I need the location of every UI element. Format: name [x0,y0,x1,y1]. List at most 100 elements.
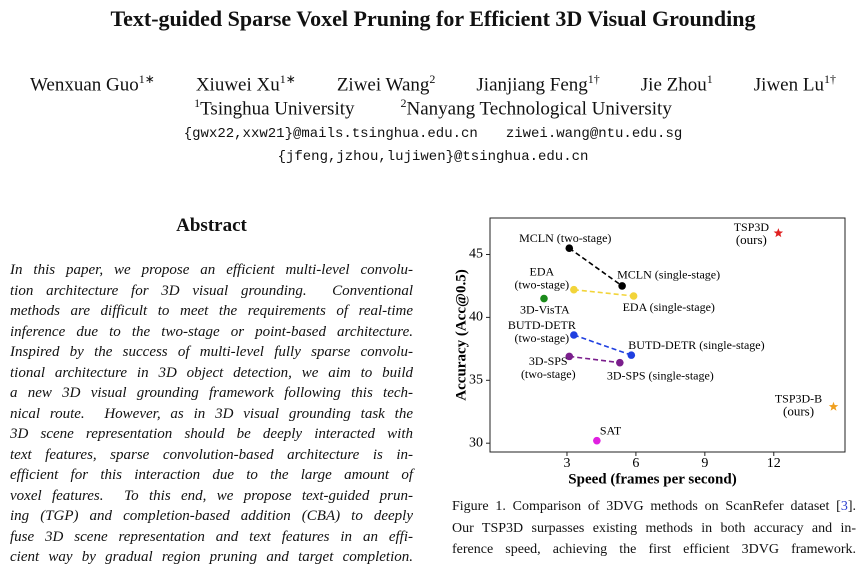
author-mark: 1† [823,72,836,86]
affiliation-name: Nanyang Technological University [406,98,672,120]
caption-line: Figure 1. Comparison of 3DVG methods on … [452,496,856,518]
author-mark: 1∗ [138,72,155,86]
abstract-line: text features, sparse convolution-based … [10,446,413,463]
plot-frame [489,217,846,453]
affiliation-mark: 2 [400,96,407,110]
abstract-line: fuse 3D scene representation and text fe… [10,528,413,545]
y-tick-label: 35 [469,373,483,388]
point [616,358,624,367]
caption-line: Our TSP3D surpasses existing methods in … [452,520,856,536]
connector-line [573,288,634,297]
authors: Wenxuan Guo1∗ Xiuwei Xu1∗ Ziwei Wang2 Jianj… [30,72,836,96]
abstract-line: 3D scene representation should be deeply… [10,426,413,442]
author-mark: 1 [706,72,713,86]
point [565,352,574,361]
author-name: Jie Zhou [640,74,707,96]
point [618,282,626,290]
point-label: EDA (single-stage) [623,300,715,314]
emails: {gwx22,xxw21}@mails.tsinghua.edu.cn ziwe… [0,126,866,142]
author-mark: 1† [587,72,600,86]
email: ziwei.wang@ntu.edu.sg [505,126,683,142]
point [565,244,574,252]
affiliation-name: Tsinghua University [200,98,355,120]
abstract-heading: Abstract [176,215,247,236]
abstract-line: nical route. However, as in 3D visual gr… [10,405,413,422]
connector-line [573,334,632,356]
affiliation: 2Nanyang Technological University [401,96,672,120]
author: Jie Zhou1 [641,72,713,96]
abstract-line: efficient for this interaction due to th… [10,467,413,483]
author: Wenxuan Guo1∗ [30,72,155,96]
point-label: (two-stage) [515,277,570,291]
y-tick-label: 45 [469,247,483,262]
abstract-line: tion architecture for 3D visual groundin… [10,282,413,299]
author: Jianjiang Feng1† [476,72,599,96]
abstract-line: ing (TGP) and completion-based addition … [10,508,413,524]
point [570,285,578,294]
y-tick-label: 40 [469,310,483,325]
affiliations: 1Tsinghua University 2Nanyang Technologic… [0,96,866,120]
point [570,331,578,339]
point [540,294,548,303]
point-label: BUTD-DETR (single-stage) [628,338,764,352]
abstract-line: In this paper, we propose an efficient m… [10,262,413,278]
author-mark: 2 [429,72,436,86]
caption-text: Figure 1. Comparison of 3DVG methods on … [452,499,841,514]
abstract-text: In this paper, we propose an efficient m… [10,260,413,568]
email: {gwx22,xxw21}@mails.tsinghua.edu.cn [183,126,478,142]
point-label: BUTD-DETR [508,318,576,332]
connector-line [569,355,620,364]
point-label: (ours) [783,404,814,419]
author-name: Jiwen Lu [753,74,824,96]
author-name: Jianjiang Feng [476,74,588,96]
affiliation: 1Tsinghua University [194,96,354,120]
author-name: Wenxuan Guo [30,74,139,96]
y-tick-label: 30 [469,435,483,450]
x-axis-label: Speed (frames per second) [568,471,736,487]
point-label: (ours) [736,232,767,247]
point [593,436,601,445]
affiliation-mark: 1 [194,96,201,110]
x-tick-label: 12 [767,456,781,471]
author: Jiwen Lu1† [754,72,836,96]
x-tick-label: 6 [632,456,639,471]
email: {jfeng,jzhou,lujiwen}@tsinghua.edu.cn [277,149,589,165]
abstract-line: Inspired by the success of multi-level f… [10,344,413,360]
point-star [828,401,839,411]
connector-line [568,247,623,287]
abstract-line: cient way by gradual region pruning and … [10,549,413,565]
author-name: Ziwei Wang [336,74,430,96]
caption-line: ference speed, achieving the first effic… [452,542,856,557]
y-axis-label: Accuracy (Acc@0.5) [453,269,469,400]
abstract-line: a new 3D visual grounding framework foll… [10,385,413,401]
abstract-line: tional architecture in 3D object detecti… [10,364,413,381]
point-label: SAT [600,423,622,437]
paper-title: Text-guided Sparse Voxel Pruning for Eff… [110,6,756,31]
point-label: TSP3D [734,220,770,234]
abstract-line: inference due to the two-stage or point-… [10,323,413,340]
author: Ziwei Wang2 [337,72,436,96]
point-label: (two-stage) [515,331,570,345]
point-label: TSP3D-B [775,391,822,405]
author-name: Xiuwei Xu [195,74,280,96]
point-label: 3D-VisTA [520,302,570,316]
abstract-line: voxel features. To this end, we propose … [10,487,413,504]
point-label: MCLN (two-stage) [519,231,611,245]
point [629,292,638,300]
point-label: (two-stage) [521,367,576,381]
point-star [773,228,784,238]
author-mark: 1∗ [279,72,296,86]
author: Xiuwei Xu1∗ [196,72,296,96]
abstract-line: methods are difficult to meet the requir… [10,303,413,319]
figure-caption: Figure 1. Comparison of 3DVG methods on … [452,496,856,561]
x-tick-label: 3 [563,456,570,471]
citation[interactable]: 3 [840,499,848,514]
point-label: 3D-SPS [529,354,568,368]
point-label: 3D-SPS (single-stage) [607,368,714,382]
point-label: EDA [530,264,555,278]
point-label: MCLN (single-stage) [617,268,720,282]
caption-text: ]. [847,499,856,514]
x-tick-label: 9 [701,456,708,471]
